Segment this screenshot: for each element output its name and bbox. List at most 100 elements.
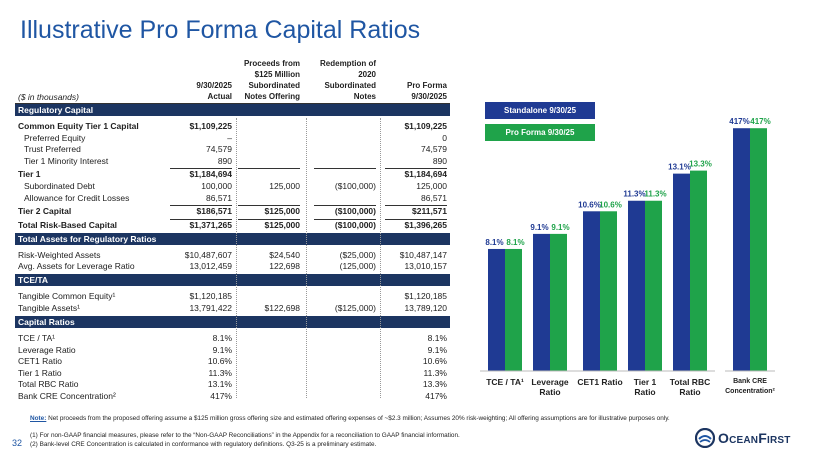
bar <box>550 233 567 371</box>
section-header: TCE/TA <box>15 274 450 287</box>
column-header: Notes <box>353 92 376 101</box>
row-label: Bank CRE Concentration² <box>18 391 116 401</box>
category-label: Leverage Ratio <box>531 377 569 397</box>
row-label: Common Equity Tier 1 Capital <box>18 121 139 131</box>
cell-value: 122,698 <box>269 261 300 272</box>
row-label: Subordinated Debt <box>24 181 95 191</box>
subtotal-rule <box>314 205 376 207</box>
units-label: ($ in thousands) <box>18 92 79 102</box>
cell-value: $186,571 <box>196 206 232 217</box>
header-rule <box>15 103 450 104</box>
row-label: Tangible Assets¹ <box>18 303 80 313</box>
column-header: 9/30/2025 <box>411 92 447 101</box>
cell-value: ($125,000) <box>334 303 376 313</box>
category-label: Bank CRE Concentration² <box>725 378 775 395</box>
bar <box>488 248 505 371</box>
subtotal-rule <box>385 205 447 207</box>
row-label: Preferred Equity <box>24 132 86 143</box>
bar <box>733 128 750 371</box>
bar <box>583 211 600 371</box>
note-label: Note: <box>30 415 47 422</box>
legend-entry: Pro Forma 9/30/25 <box>485 124 595 141</box>
cell-value: $1,120,185 <box>404 291 447 302</box>
row-label: Tier 1 Ratio <box>18 367 62 378</box>
subtotal-rule <box>238 168 300 170</box>
data-label: 9.1% <box>530 223 548 232</box>
cell-value: 8.1% <box>212 333 232 343</box>
column-header: Redemption of <box>320 59 376 68</box>
bar <box>600 211 617 371</box>
row-label: Tier 1 Minority Interest <box>24 155 109 166</box>
subtotal-rule <box>170 168 232 170</box>
cell-value: 100,000 <box>201 181 232 191</box>
data-label: 11.3% <box>644 190 666 199</box>
category-label: CET1 Ratio <box>577 377 623 387</box>
cell-value: (125,000) <box>339 261 376 272</box>
cell-value: $1,120,185 <box>189 291 232 302</box>
cell-value: 74,579 <box>421 144 447 155</box>
column-divider <box>236 118 237 398</box>
data-label: 11.3% <box>623 190 645 199</box>
cell-value: $1,109,225 <box>189 121 232 131</box>
cell-value: 417% <box>210 391 232 401</box>
cell-value: 11.3% <box>423 367 447 378</box>
cell-value: $125,000 <box>264 219 300 230</box>
cell-value: 890 <box>217 155 232 166</box>
bar <box>750 128 767 371</box>
bar <box>533 233 550 371</box>
row-label: Total Risk-Based Capital <box>18 219 118 230</box>
note-text: Net proceeds from the proposed offering … <box>48 415 670 422</box>
cell-value: 417% <box>425 391 447 401</box>
category-label: TCE / TA¹ <box>486 377 524 387</box>
footnote: (2) Bank-level CRE Concentration is calc… <box>30 440 377 448</box>
cell-value: ($100,000) <box>334 181 376 191</box>
data-label: 417% <box>750 117 770 126</box>
column-header: Proceeds from <box>243 59 300 68</box>
row-label: TCE / TA¹ <box>18 333 55 343</box>
logo-text: OceanFirst <box>718 430 791 446</box>
subtotal-rule <box>314 168 376 170</box>
cell-value: 10.6% <box>207 356 232 367</box>
column-header: Notes Offering <box>244 92 300 101</box>
subtotal-rule <box>385 218 447 220</box>
cell-value: 9.1% <box>212 344 232 355</box>
cell-value: $1,396,265 <box>404 219 447 230</box>
bar <box>690 170 707 371</box>
legend-entry: Standalone 9/30/25 <box>485 102 595 119</box>
column-header: 9/30/2025 <box>196 81 232 90</box>
cell-value: 13,791,422 <box>189 303 232 313</box>
footnote: (1) For non-GAAP financial measures, ple… <box>30 432 460 439</box>
bar <box>645 200 662 371</box>
cell-value: 13,789,120 <box>404 303 447 313</box>
cell-value: 74,579 <box>206 144 232 155</box>
column-header: Pro Forma <box>406 81 447 90</box>
section-header: Regulatory Capital <box>15 104 450 116</box>
column-divider <box>306 118 307 398</box>
data-label: 10.6% <box>599 200 622 209</box>
data-label: 9.1% <box>551 223 569 232</box>
cell-value: $122,698 <box>264 303 300 313</box>
row-label: Risk-Weighted Assets <box>18 249 101 260</box>
slide-title: Illustrative Pro Forma Capital Ratios <box>20 16 421 44</box>
cell-value: $24,540 <box>269 249 300 260</box>
subtotal-rule <box>170 218 232 220</box>
subtotal-rule <box>238 218 300 220</box>
cell-value: 125,000 <box>416 181 447 191</box>
data-label: 8.1% <box>485 238 503 247</box>
cell-value: ($100,000) <box>334 206 376 217</box>
cell-value: $125,000 <box>264 206 300 217</box>
cell-value: 0 <box>442 132 447 143</box>
logo-icon <box>695 428 715 448</box>
row-label: Tangible Common Equity¹ <box>18 291 116 302</box>
cell-value: 13.3% <box>422 379 447 390</box>
data-label: 8.1% <box>506 238 524 247</box>
row-label: Leverage Ratio <box>18 344 76 355</box>
category-label: Tier 1 Ratio <box>633 377 657 397</box>
cell-value: 10.6% <box>422 356 447 367</box>
cell-value: 9.1% <box>427 344 447 355</box>
column-header: Actual <box>207 92 232 101</box>
column-divider <box>380 118 381 398</box>
cell-value: 890 <box>432 155 447 166</box>
